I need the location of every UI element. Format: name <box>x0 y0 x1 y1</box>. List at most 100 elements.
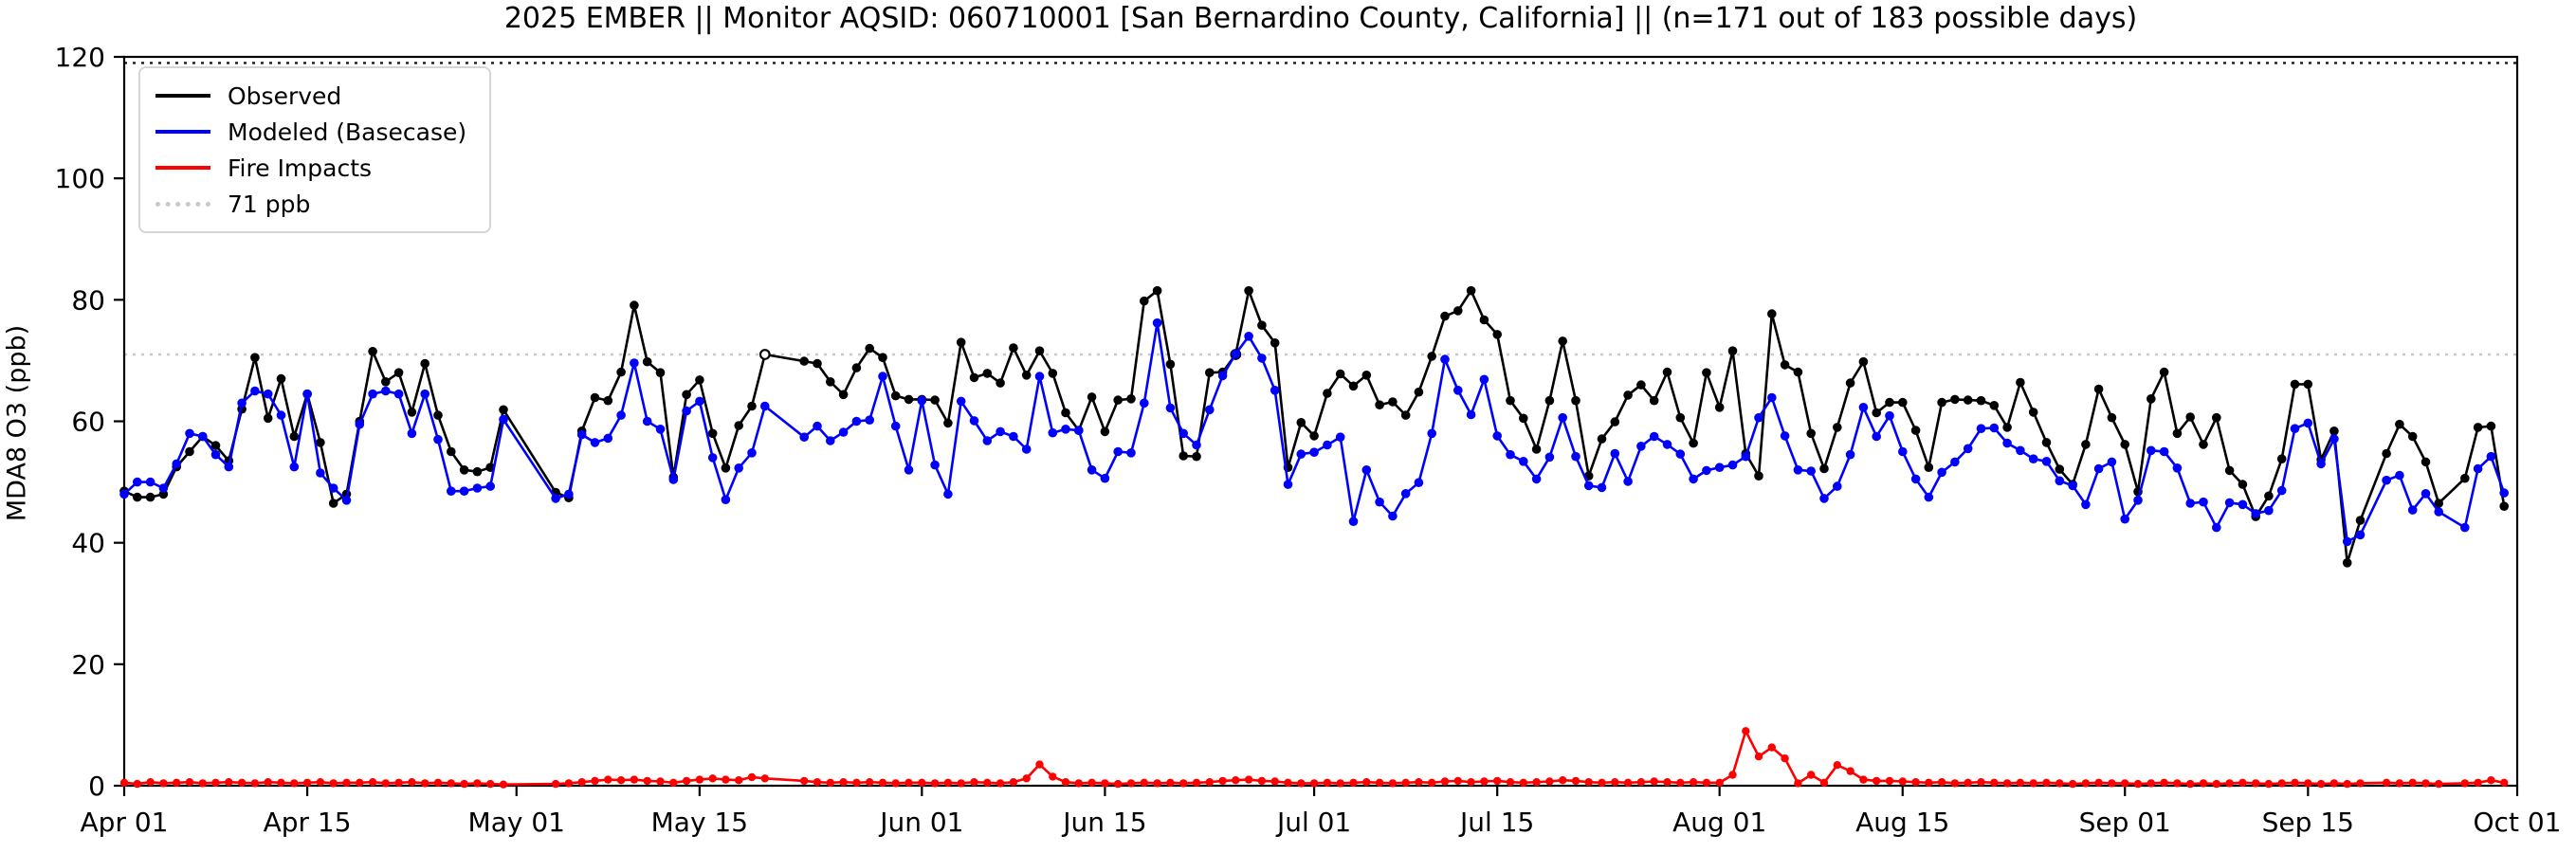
fire-impacts-series-marker <box>356 778 364 787</box>
observed-series-marker <box>799 356 809 366</box>
modeled-series-marker <box>341 496 352 505</box>
fire-impacts-series-marker <box>2474 778 2482 787</box>
fire-impacts-series-marker <box>1584 778 1593 787</box>
observed-series-marker <box>2159 367 2169 377</box>
fire-impacts-series-marker <box>2343 779 2351 789</box>
fire-impacts-series-marker <box>2304 779 2312 788</box>
fire-impacts-series-marker <box>2199 779 2208 788</box>
modeled-series-marker <box>2159 446 2169 457</box>
modeled-series-marker <box>2395 470 2404 481</box>
observed-series-marker <box>682 390 691 400</box>
fire-impacts-series-marker <box>1754 753 1763 761</box>
modeled-series-marker <box>760 401 770 411</box>
modeled-series-marker <box>185 428 194 439</box>
observed-series-marker <box>590 392 600 403</box>
fire-impacts-series-marker <box>2016 778 2025 787</box>
modeled-series-marker <box>1636 442 1646 451</box>
fire-impacts-series-marker <box>1270 777 1279 786</box>
modeled-series-marker <box>1583 481 1594 491</box>
fire-impacts-series-marker <box>1297 779 1306 788</box>
fire-impacts-series-marker <box>1140 778 1149 787</box>
fire-impacts-series-marker <box>1767 743 1777 752</box>
observed-series-marker <box>263 413 273 424</box>
modeled-series-marker <box>1074 426 1084 435</box>
fire-impacts-series-marker <box>1415 778 1423 787</box>
modeled-series-marker <box>381 386 391 396</box>
modeled-series-marker <box>1689 474 1698 484</box>
observed-series-marker <box>393 368 404 378</box>
fire-impacts-series-marker <box>1440 777 1450 786</box>
observed-series-marker <box>1976 395 1986 406</box>
modeled-series-marker <box>630 358 639 368</box>
fire-impacts-series-marker <box>173 778 181 787</box>
observed-series-marker <box>499 405 508 415</box>
fire-impacts-series-marker <box>1911 778 1920 787</box>
fire-impacts-series-marker <box>2108 779 2116 788</box>
observed-series-marker <box>316 438 325 447</box>
modeled-series-marker <box>2473 463 2483 474</box>
modeled-series-marker <box>1885 410 1894 421</box>
fire-impacts-series-marker <box>1009 778 1018 787</box>
observed-series-marker <box>1257 320 1267 331</box>
modeled-series-marker <box>1335 432 1345 443</box>
modeled-series-marker <box>2499 488 2509 498</box>
observed-series-marker <box>1531 445 1542 454</box>
observed-series-marker <box>472 466 483 477</box>
fire-impacts-series-marker <box>1964 778 1972 787</box>
observed-series-marker <box>734 421 743 430</box>
fire-impacts-series-marker <box>119 778 129 787</box>
modeled-series-marker <box>2303 418 2313 428</box>
fire-impacts-series-marker <box>211 778 220 787</box>
observed-series-marker <box>1767 309 1777 318</box>
modeled-series-marker <box>668 475 679 484</box>
fire-impacts-series-marker <box>1715 778 1724 787</box>
observed-series-marker <box>826 377 835 387</box>
observed-series-marker <box>2290 379 2300 390</box>
observed-series-marker <box>747 401 757 411</box>
modeled-series-marker <box>1257 354 1267 363</box>
fire-impacts-series-marker <box>1506 778 1515 787</box>
fire-impacts-series-marker <box>1545 777 1554 786</box>
modeled-series-marker <box>2264 505 2274 516</box>
modeled-series-marker <box>1048 427 1058 438</box>
fire-impacts-series-marker <box>1636 778 1646 787</box>
fire-impacts-series-marker <box>1284 778 1292 787</box>
fire-impacts-series-marker <box>1349 778 1358 787</box>
fire-impacts-series-marker <box>1453 776 1463 786</box>
fire-impacts-series-marker <box>604 775 612 784</box>
modeled-series-marker <box>224 462 234 472</box>
modeled-series-marker <box>1610 448 1620 459</box>
fire-impacts-series-marker <box>146 778 155 787</box>
modeled-series-marker <box>145 477 155 487</box>
observed-series-marker <box>1714 403 1725 412</box>
modeled-series-marker <box>734 463 743 473</box>
modeled-series-marker <box>1034 372 1045 381</box>
fire-impacts-series-marker <box>1179 779 1188 788</box>
modeled-series-marker <box>1466 409 1476 420</box>
fire-impacts-series-marker <box>970 778 978 787</box>
observed-series-marker <box>1662 367 1672 377</box>
y-tick-label: 0 <box>88 771 105 802</box>
observed-series-marker <box>904 394 914 405</box>
fire-impacts-series-marker <box>2460 779 2469 788</box>
observed-series-marker <box>616 367 626 377</box>
fire-impacts-series-marker <box>1035 760 1044 769</box>
observed-series-marker <box>2120 440 2129 449</box>
modeled-series-marker <box>1544 452 1555 463</box>
modeled-series-marker <box>1989 423 2000 433</box>
modeled-series-marker <box>590 438 600 447</box>
modeled-series-marker <box>878 372 887 381</box>
observed-series-marker <box>1885 397 1894 408</box>
fire-impacts-series-marker <box>225 778 233 787</box>
modeled-series-marker <box>172 459 181 469</box>
modeled-series-marker <box>1506 449 1515 460</box>
modeled-series-marker <box>1178 428 1188 439</box>
observed-series-marker <box>2172 428 2183 439</box>
fire-impacts-series-marker <box>891 779 900 788</box>
modeled-series-marker <box>551 494 560 503</box>
chart-title: 2025 EMBER || Monitor AQSID: 060710001 [… <box>503 2 2138 35</box>
observed-series-marker <box>1178 451 1188 461</box>
modeled-series-marker <box>1793 465 1803 475</box>
fire-impacts-series-marker <box>760 774 769 783</box>
modeled-series-marker <box>1898 446 1908 457</box>
